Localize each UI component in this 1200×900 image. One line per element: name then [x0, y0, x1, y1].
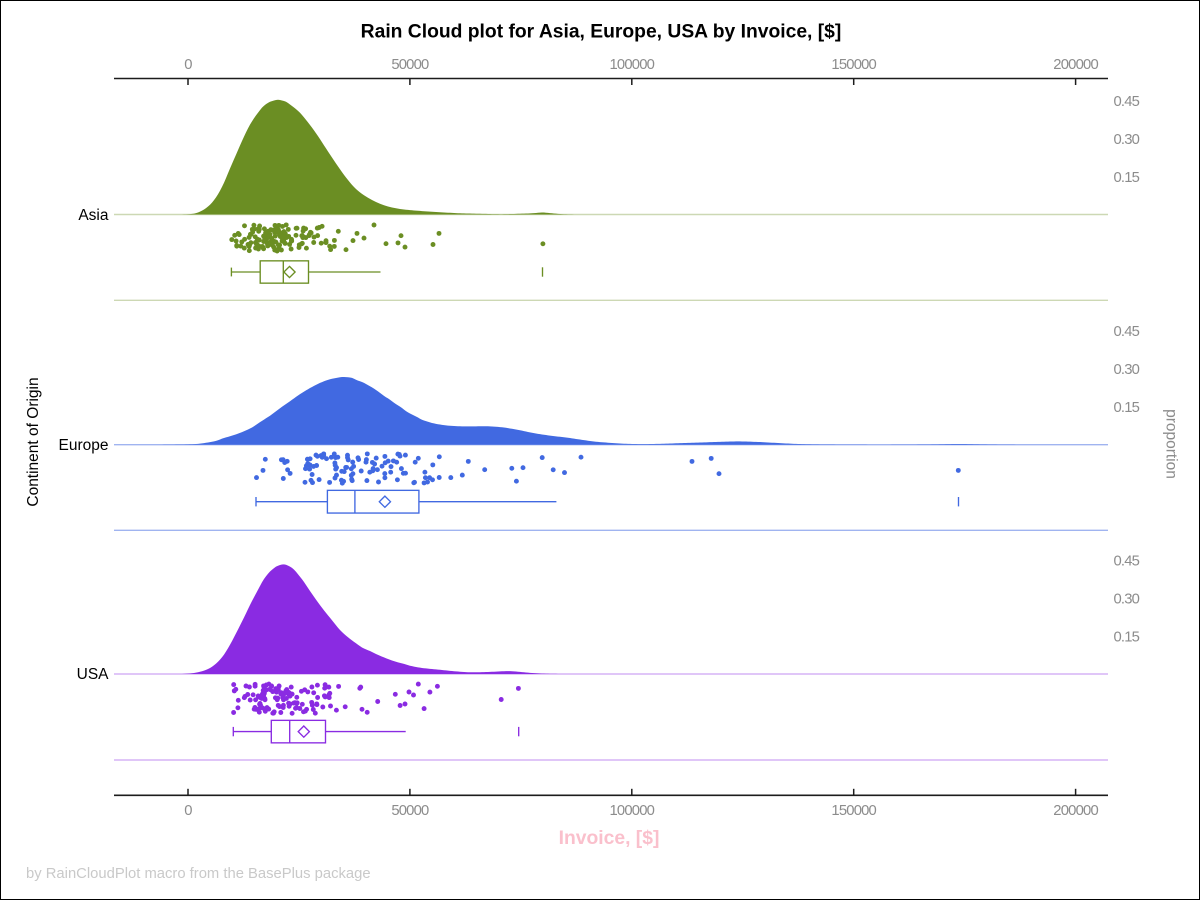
svg-text:Continent of Origin: Continent of Origin — [25, 377, 42, 506]
svg-text:200000: 200000 — [1053, 57, 1098, 73]
svg-text:0.30: 0.30 — [1114, 591, 1140, 607]
svg-text:200000: 200000 — [1053, 803, 1098, 819]
svg-text:50000: 50000 — [391, 57, 429, 73]
svg-text:USA: USA — [77, 666, 110, 683]
svg-text:Rain Cloud plot for Asia, Euro: Rain Cloud plot for Asia, Europe, USA by… — [361, 22, 842, 43]
svg-text:0.45: 0.45 — [1114, 324, 1140, 340]
svg-text:Invoice, [$]: Invoice, [$] — [559, 828, 660, 849]
svg-text:150000: 150000 — [831, 803, 876, 819]
svg-text:Asia: Asia — [78, 207, 109, 224]
svg-text:0: 0 — [184, 803, 192, 819]
svg-text:0.30: 0.30 — [1114, 132, 1140, 148]
svg-text:0: 0 — [184, 57, 192, 73]
svg-text:Europe: Europe — [59, 437, 109, 454]
svg-text:by RainCloudPlot macro from th: by RainCloudPlot macro from the BasePlus… — [26, 866, 371, 882]
svg-text:0.30: 0.30 — [1114, 362, 1140, 378]
svg-text:0.45: 0.45 — [1114, 553, 1140, 569]
svg-text:0.15: 0.15 — [1114, 170, 1140, 186]
svg-text:0.15: 0.15 — [1114, 629, 1140, 645]
svg-text:0.45: 0.45 — [1114, 94, 1140, 110]
svg-text:150000: 150000 — [831, 57, 876, 73]
svg-text:50000: 50000 — [391, 803, 429, 819]
svg-text:proportion: proportion — [1162, 409, 1179, 479]
svg-text:0.15: 0.15 — [1114, 400, 1140, 416]
svg-text:100000: 100000 — [610, 57, 655, 73]
svg-text:100000: 100000 — [610, 803, 655, 819]
